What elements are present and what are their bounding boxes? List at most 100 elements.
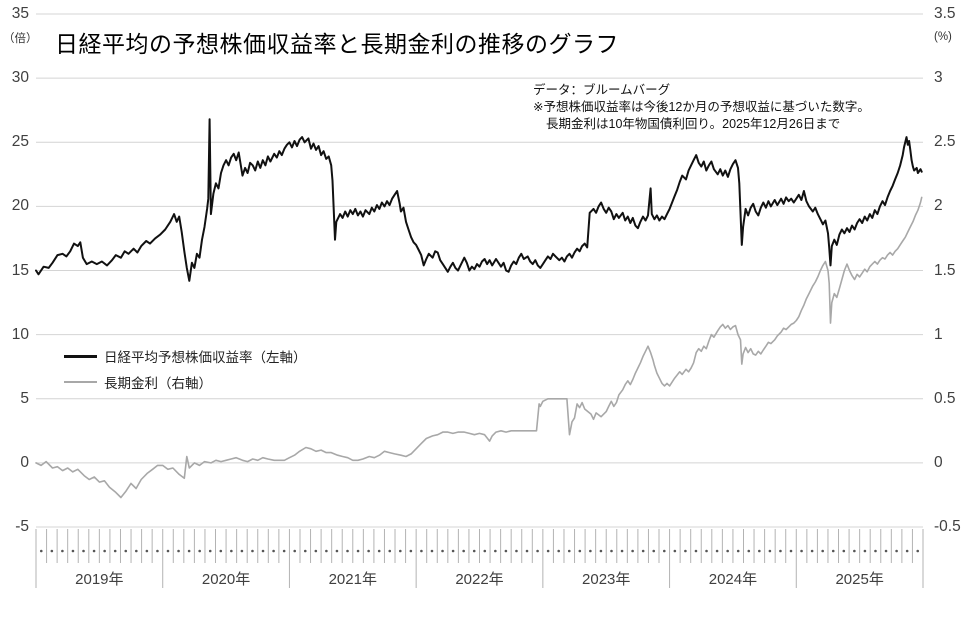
month-dot: [684, 549, 687, 553]
month-dot: [230, 549, 233, 553]
month-dot: [641, 549, 645, 553]
month-dot: [124, 549, 128, 553]
month-dot: [61, 549, 64, 553]
x-axis-year-label: 2019年: [75, 571, 124, 588]
month-dot: [874, 549, 877, 553]
note-definition: ※予想株価収益率は今後12か月の予想収益に基づいた数字。: [533, 100, 870, 114]
month-dot: [177, 549, 180, 553]
month-dot: [367, 549, 370, 553]
month-dot: [842, 549, 846, 553]
month-dot: [198, 549, 201, 553]
left-axis-tick-label: 15: [11, 261, 29, 279]
month-dot: [156, 549, 159, 553]
month-dot: [240, 549, 244, 553]
month-dot: [620, 549, 624, 553]
month-dot: [293, 549, 297, 553]
month-dot: [399, 549, 402, 553]
month-dot: [50, 549, 54, 553]
x-axis-year-label: 2025年: [835, 571, 884, 588]
x-axis-year-label: 2022年: [455, 571, 504, 588]
month-dot: [420, 549, 423, 553]
month-dot: [768, 549, 772, 553]
month-dot: [821, 549, 824, 553]
right-axis-unit: (%): [934, 31, 952, 43]
legend-item-per: 日経平均予想株価収益率（左軸）: [64, 343, 307, 369]
month-dot: [135, 549, 138, 553]
month-dot: [652, 549, 656, 553]
right-axis-tick-label: 1: [934, 325, 943, 343]
month-dot: [251, 549, 254, 553]
month-dot: [166, 549, 170, 553]
right-axis-tick-label: 0: [934, 453, 943, 471]
per-legend-label: 日経平均予想株価収益率（左軸）: [104, 350, 307, 365]
x-axis-year-label: 2024年: [708, 571, 758, 588]
month-dot: [863, 549, 867, 553]
month-dot: [810, 549, 814, 553]
month-dot: [462, 549, 465, 553]
legend-item-rate: 長期金利（右軸）: [64, 369, 307, 395]
month-dot: [335, 549, 339, 553]
rate-line-swatch: [64, 381, 97, 383]
month-dot: [536, 549, 539, 553]
month-dot: [472, 549, 476, 553]
month-dot: [694, 549, 698, 553]
month-dot: [800, 549, 803, 553]
month-dot: [779, 549, 782, 553]
right-axis-tick-label: 2.5: [934, 133, 956, 151]
month-dot: [430, 549, 434, 553]
month-dot: [282, 549, 286, 553]
month-dot: [261, 549, 265, 553]
month-dot: [303, 549, 307, 553]
month-dot: [916, 549, 920, 553]
x-axis-year-label: 2023年: [582, 571, 631, 588]
chart-title: 日経平均の予想株価収益率と長期金利の推移のグラフ: [55, 31, 619, 57]
month-dot: [610, 549, 613, 553]
month-dot: [441, 549, 444, 553]
month-dot: [314, 549, 318, 553]
month-dot: [356, 549, 360, 553]
right-axis-tick-label: -0.5: [934, 518, 961, 535]
rate-legend-label: 長期金利（右軸）: [104, 376, 212, 391]
per-line-swatch: [64, 354, 97, 358]
month-dot: [578, 549, 582, 553]
month-dot: [451, 549, 455, 553]
month-dot: [145, 549, 149, 553]
left-axis-tick-label: 10: [11, 325, 29, 343]
month-dot: [208, 549, 212, 553]
month-dot: [905, 549, 909, 553]
month-dot: [272, 549, 275, 553]
month-dot: [557, 549, 560, 553]
left-axis-tick-label: 5: [20, 389, 29, 407]
month-dot: [494, 549, 497, 553]
month-dot: [662, 549, 666, 553]
month-dot: [599, 549, 603, 553]
month-dot: [92, 549, 96, 553]
month-dot: [758, 549, 761, 553]
month-dot: [853, 549, 856, 553]
month-dot: [726, 549, 729, 553]
month-dot: [187, 549, 191, 553]
month-dot: [736, 549, 740, 553]
month-dot: [789, 549, 793, 553]
per-line: [35, 118, 923, 282]
left-axis-tick-label: 25: [11, 133, 29, 151]
month-dot: [39, 549, 43, 553]
source-note: データ：ブルームバーグ ※予想株価収益率は今後12か月の予想収益に基づいた数字。…: [533, 82, 870, 133]
right-axis-tick-label: 2: [934, 197, 943, 215]
left-axis-tick-label: 20: [11, 197, 29, 215]
month-dot: [377, 549, 381, 553]
left-axis-tick-label: 35: [11, 5, 29, 22]
month-dot: [715, 549, 719, 553]
right-axis-tick-label: 1.5: [934, 261, 956, 279]
month-dot: [631, 549, 634, 553]
right-axis-tick-label: 3: [934, 69, 943, 87]
month-dot: [515, 549, 518, 553]
month-dot: [346, 549, 349, 553]
month-dot: [325, 549, 328, 553]
month-dot: [71, 549, 75, 553]
month-dot: [219, 549, 223, 553]
x-axis-year-label: 2020年: [201, 571, 251, 588]
left-axis-tick-label: -5: [15, 518, 29, 535]
month-dot: [567, 549, 571, 553]
